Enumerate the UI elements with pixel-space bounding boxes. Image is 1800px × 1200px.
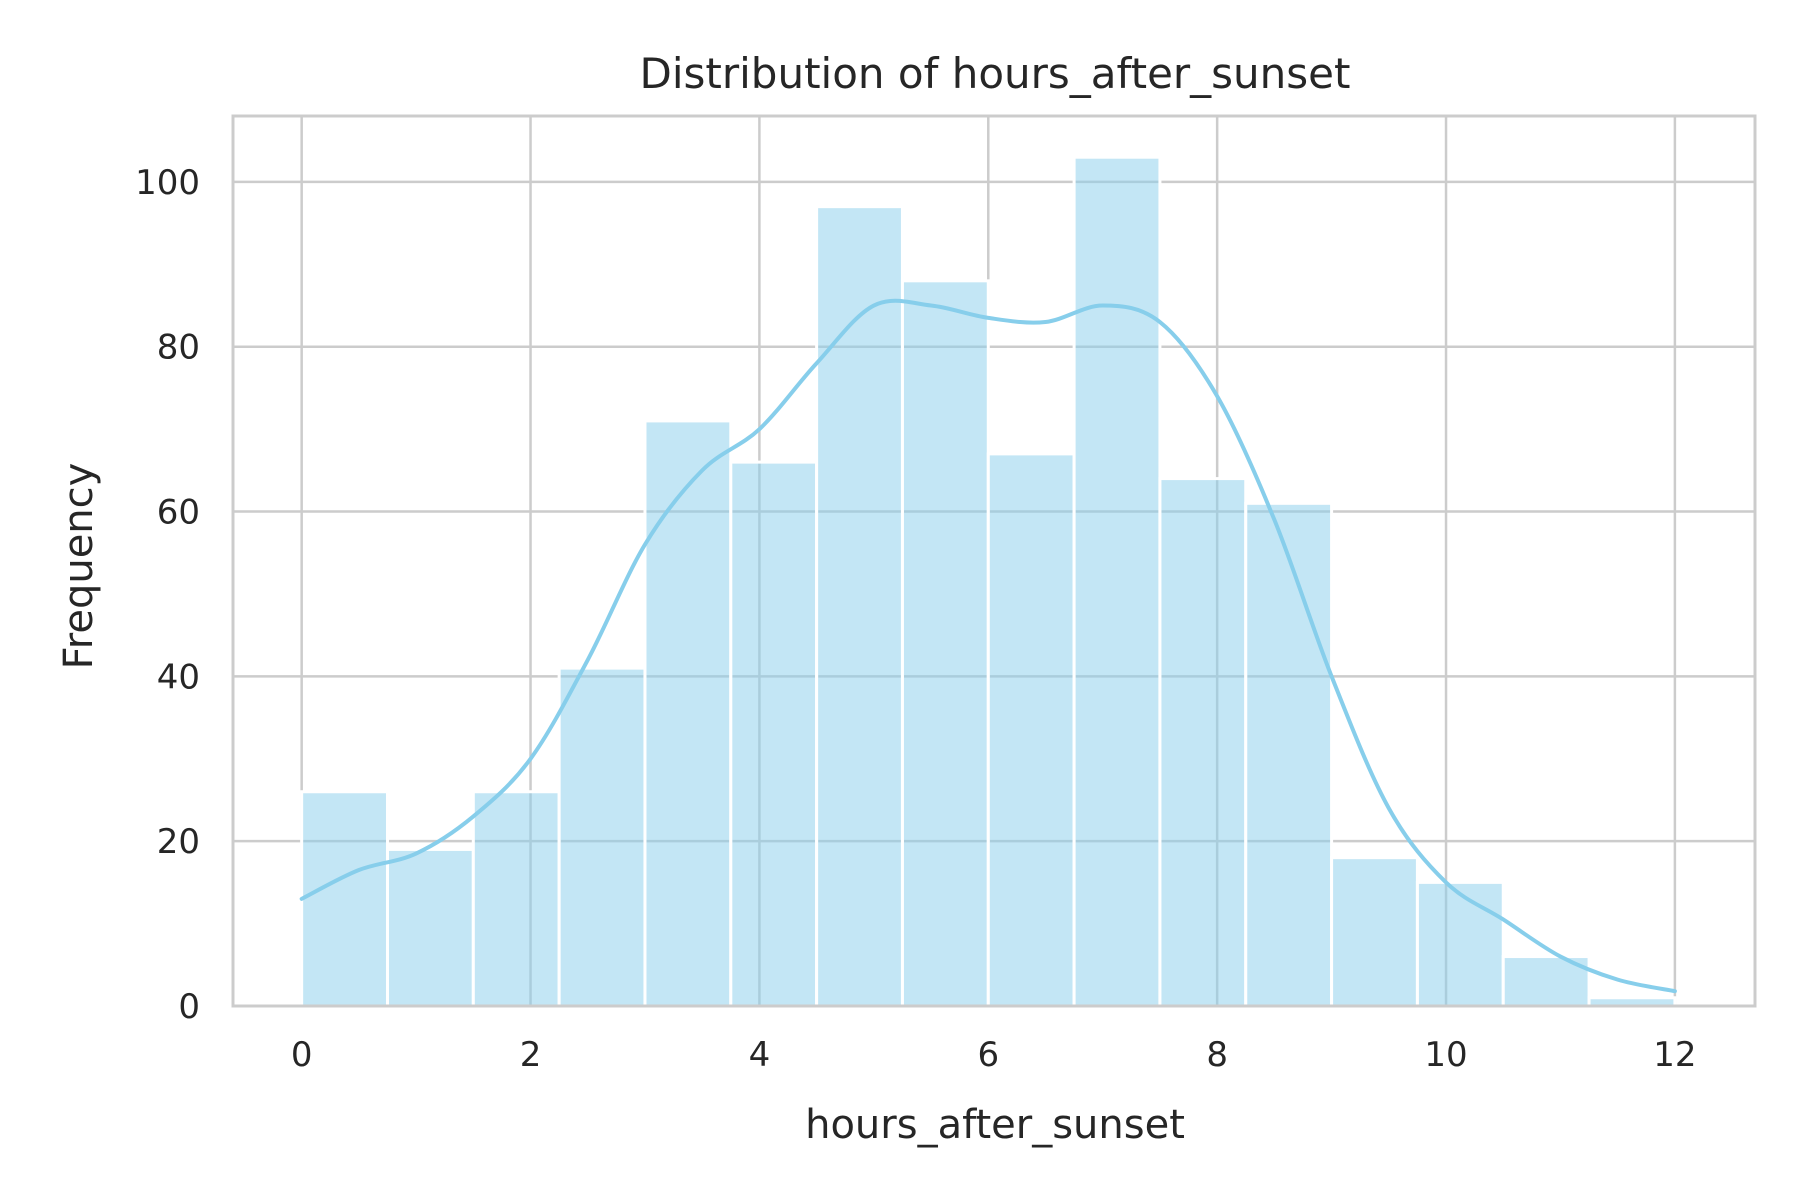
histogram-bar: [900, 279, 990, 1008]
kde-line: [299, 298, 1677, 994]
x-tick-label: 4: [749, 1035, 771, 1075]
y-tick-labels: 0 20 40 60 80 100: [135, 163, 200, 1027]
histogram-bar: [1072, 155, 1162, 1008]
y-axis-label: Frequency: [56, 463, 102, 670]
y-tick-label: 60: [157, 493, 200, 533]
histogram-bar: [300, 790, 389, 1008]
histogram-bar: [1244, 501, 1334, 1008]
histogram-bar: [385, 847, 475, 1008]
x-tick-label: 6: [977, 1035, 999, 1075]
histogram-bar: [643, 419, 733, 1008]
histogram-bar: [1158, 477, 1248, 1008]
y-tick-label: 80: [157, 328, 200, 368]
x-tick-label: 10: [1424, 1035, 1467, 1075]
x-axis-label: hours_after_sunset: [805, 1102, 1185, 1148]
y-tick-label: 100: [135, 163, 200, 203]
x-tick-label: 2: [520, 1035, 542, 1075]
x-tick-label: 8: [1206, 1035, 1228, 1075]
histogram-bar: [986, 452, 1076, 1008]
histogram-bar: [815, 205, 904, 1008]
x-tick-label: 12: [1653, 1035, 1696, 1075]
histogram-bar: [557, 666, 647, 1008]
y-tick-label: 40: [157, 657, 200, 697]
histogram-bar: [1330, 856, 1419, 1008]
chart-title: Distribution of hours_after_sunset: [640, 49, 1351, 98]
y-tick-label: 20: [157, 822, 200, 862]
x-tick-labels: 0 2 4 6 8 10 12: [291, 1035, 1697, 1075]
histogram-bar: [1415, 880, 1505, 1008]
x-tick-label: 0: [291, 1035, 313, 1075]
histogram-bar: [729, 460, 819, 1008]
y-tick-label: 0: [178, 987, 200, 1027]
histogram-bars: [300, 155, 1677, 1008]
plot-frame: [231, 114, 1757, 1008]
histogram-bar: [471, 790, 561, 1008]
